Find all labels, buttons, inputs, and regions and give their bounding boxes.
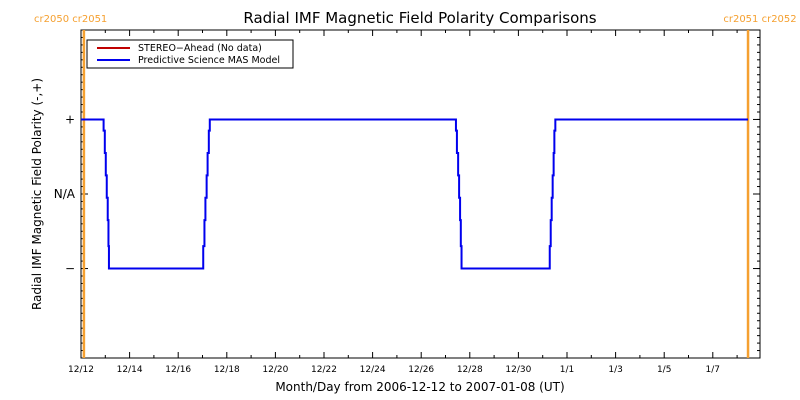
series-line-mas-model: [81, 118, 749, 270]
legend: STEREO−Ahead (No data) Predictive Scienc…: [86, 39, 294, 69]
x-tick-label: 12/12: [68, 365, 94, 375]
x-tick-label: 12/20: [262, 365, 288, 375]
y-axis-label: Radial IMF Magnetic Field Polarity (-,+): [30, 78, 44, 310]
x-tick-label: 12/18: [214, 365, 240, 375]
y-tick-label: N/A: [54, 187, 76, 201]
y-tick-label: +: [65, 112, 75, 126]
x-tick-label: 12/22: [311, 365, 337, 375]
x-tick-label: 12/14: [117, 365, 143, 375]
x-tick-label: 12/26: [408, 365, 434, 375]
x-tick-label: 1/5: [657, 365, 671, 375]
x-tick-label: 1/3: [608, 365, 622, 375]
x-tick-label: 12/28: [457, 365, 483, 375]
legend-label-stereo: STEREO−Ahead (No data): [138, 43, 262, 54]
x-tick-label: 12/24: [360, 365, 386, 375]
y-tick-label: −: [65, 262, 75, 276]
x-tick-label: 1/1: [560, 365, 574, 375]
carrington-label: cr2051 cr2052: [723, 14, 796, 25]
x-tick-label: 1/7: [706, 365, 720, 375]
legend-label-mas-model: Predictive Science MAS Model: [138, 55, 280, 66]
chart-title: Radial IMF Magnetic Field Polarity Compa…: [243, 9, 596, 27]
x-tick-label: 12/16: [165, 365, 191, 375]
x-tick-label: 12/30: [505, 365, 531, 375]
x-axis-label: Month/Day from 2006-12-12 to 2007-01-08 …: [275, 380, 564, 394]
carrington-label: cr2050 cr2051: [34, 14, 107, 25]
legend-box: [86, 39, 294, 69]
plot-frame: [80, 29, 761, 359]
